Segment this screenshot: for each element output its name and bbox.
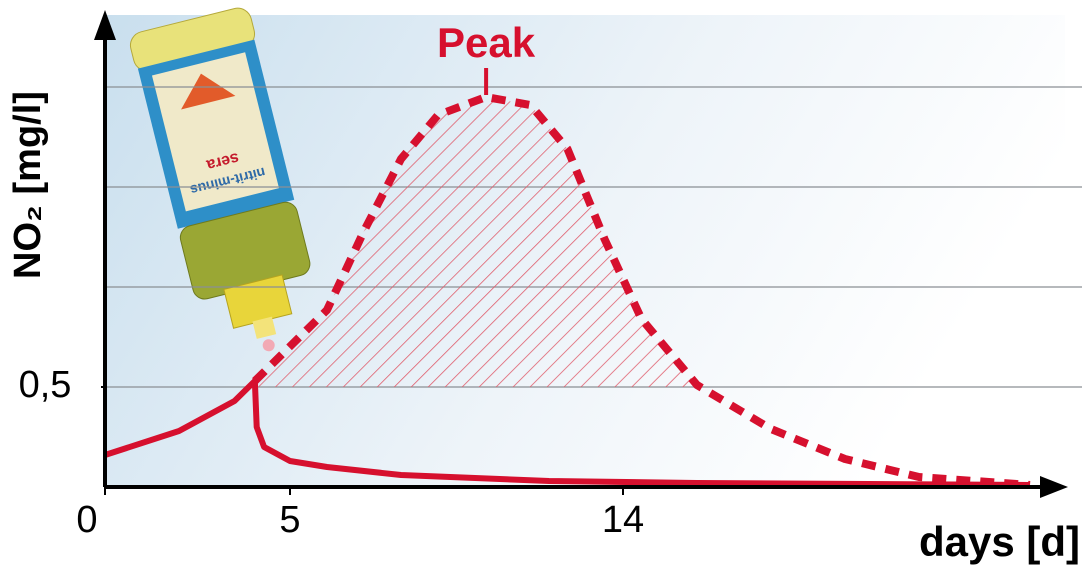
series-line	[104, 378, 1031, 488]
x-tick-label: 0	[76, 499, 97, 541]
y-axis-arrow	[94, 10, 116, 40]
series-line	[252, 93, 1031, 489]
x-axis-arrow	[1040, 476, 1068, 498]
x-tick-label: 5	[279, 499, 300, 541]
x-axis-label: days [d]	[919, 518, 1080, 565]
y-tick-label: 0,5	[19, 364, 72, 406]
x-tick-label: 14	[602, 499, 644, 541]
y-axis-label: NO₂ [mg/l]	[7, 91, 49, 279]
plot: 0,5 0 5 14 Peak	[19, 19, 1082, 541]
peak-annotation: Peak	[437, 19, 536, 66]
peak-hatch	[254, 97, 701, 387]
